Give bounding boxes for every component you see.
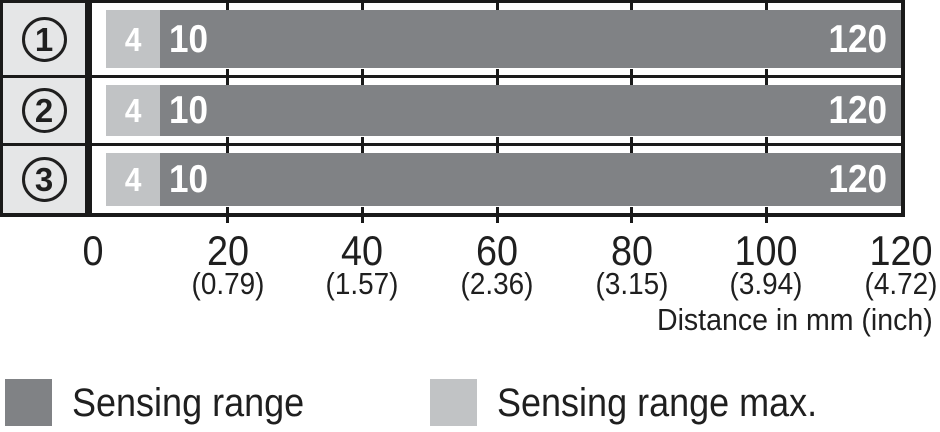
row-header-cell: 3 [3,146,85,213]
sensing-range-chart: 1 4 10 120 2 4 10 120 3 4 10 120 [0,0,905,223]
legend-item: Sensing range [5,379,330,426]
grid-tick [360,68,364,85]
axis-tick-label-inch: (1.57) [325,266,399,301]
row-header-cell: 2 [3,78,85,143]
bar-value-label: 10 [169,17,209,61]
bar-value-label: 10 [169,89,209,132]
header-divider [85,0,92,217]
axis-tick-label-mm: 40 [341,227,384,274]
grid-tick [764,207,768,223]
axis-tick-label-mm: 120 [869,227,933,274]
axis-tick-label-inch: (0.79) [191,266,265,301]
bar-value-label: 4 [125,20,142,58]
grid-tick [630,136,634,153]
bar-segment-sensing-range: 10 120 [160,10,901,68]
axis-tick-label-mm: 100 [734,227,798,274]
row-header-cell: 1 [3,3,85,75]
bar-segment-sensing-range-max: 4 [106,153,161,206]
grid-tick [226,0,230,10]
bar-value-label: 120 [828,89,887,132]
axis-tick-label-inch: (3.94) [729,266,803,301]
axis-tick-label-mm: 0 [82,227,104,274]
row-marker-circle: 1 [21,16,67,62]
grid-tick [630,68,634,85]
grid-line-horizontal [0,75,905,78]
row-marker-digit: 3 [34,161,54,198]
grid-tick [495,136,499,153]
bar-value-label: 120 [828,17,887,61]
legend-label: Sensing range [72,380,305,425]
grid-line-horizontal [0,143,905,146]
grid-tick [495,68,499,85]
figure-right-border [901,0,905,217]
plot-row: 4 10 120 [92,146,901,213]
bar-segment-sensing-range-max: 4 [106,10,161,68]
grid-tick [764,68,768,85]
grid-tick [360,136,364,153]
legend-swatch [5,379,52,426]
x-axis-title: Distance in mm (inch) [657,302,933,337]
legend-swatch [430,379,477,426]
axis-tick-label-mm: 80 [610,227,653,274]
axis-tick-label-mm: 20 [206,227,249,274]
grid-tick [495,0,499,10]
grid-tick [630,0,634,10]
grid-line-horizontal [0,213,905,217]
grid-tick [360,0,364,10]
plot-row: 4 10 120 [92,78,901,143]
row-marker-circle: 3 [21,157,67,202]
bar-value-label: 4 [125,161,142,198]
row-marker-digit: 2 [34,92,54,129]
bar-value-label: 120 [828,158,887,201]
grid-tick [226,68,230,85]
grid-tick [360,207,364,223]
axis-tick-label-mm: 60 [475,227,519,274]
row-marker-digit: 1 [34,20,54,58]
figure-left-border [0,0,3,217]
legend-label: Sensing range max. [497,380,818,425]
grid-tick [764,0,768,10]
bar-value-label: 10 [169,158,209,201]
plot-row: 4 10 120 [92,3,901,75]
axis-tick-label-inch: (4.72) [864,266,938,301]
bar-segment-sensing-range: 10 120 [160,153,901,206]
grid-tick [495,207,499,223]
axis-tick-label-inch: (2.36) [460,266,534,301]
grid-tick [226,207,230,223]
bar-value-label: 4 [125,92,142,129]
grid-line-horizontal [0,0,905,3]
legend-item: Sensing range max. [430,379,853,426]
row-marker-circle: 2 [21,88,67,133]
axis-tick-label-inch: (3.15) [595,266,669,301]
grid-tick [226,136,230,153]
grid-tick [630,207,634,223]
grid-tick [764,136,768,153]
bar-segment-sensing-range: 10 120 [160,85,901,136]
bar-segment-sensing-range-max: 4 [106,85,161,136]
